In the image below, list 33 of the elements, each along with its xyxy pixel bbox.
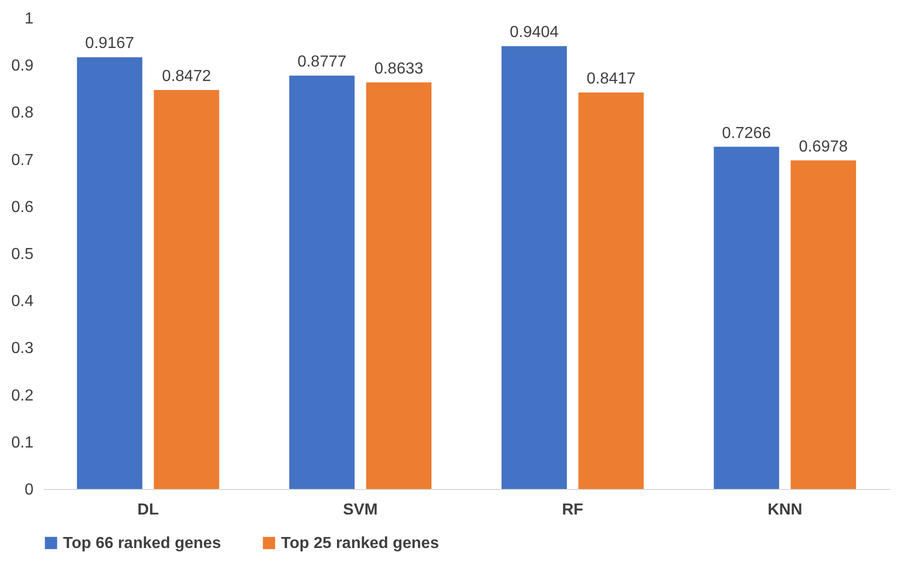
bar [76,57,142,489]
data-label: 0.8472 [162,68,212,85]
bar [714,146,780,489]
bar [289,76,355,489]
y-tick-label: 0.6 [11,198,34,216]
y-tick-label: 1 [24,10,34,28]
legend-label: Top 25 ranked genes [281,535,440,552]
bar [154,90,220,489]
data-label: 0.8633 [374,60,424,78]
y-tick-label: 0 [24,482,34,498]
y-tick-label: 0.9 [11,58,34,75]
x-tick-label: RF [562,502,584,518]
bar [578,92,644,489]
y-tick-label: 0.5 [11,246,34,263]
y-tick-label: 0.1 [11,434,34,452]
y-tick-label: 0.3 [11,340,34,358]
data-label: 0.7266 [722,124,772,142]
data-label: 0.6978 [798,138,848,156]
data-label: 0.9167 [85,35,134,52]
y-tick-label: 0.8 [11,104,34,122]
data-label: 0.8777 [297,54,346,71]
y-tick-label: 0.7 [11,152,34,169]
bar [502,46,567,489]
x-tick-label: KNN [768,502,802,518]
x-tick-label: DL [137,502,159,518]
x-tick-label: SVM [343,502,378,518]
y-tick-label: 0.4 [11,293,34,310]
bar [366,82,432,489]
data-label: 0.8417 [586,70,636,88]
y-tick-label: 0.2 [11,387,34,404]
data-label: 0.9404 [510,24,559,42]
bar [790,160,856,489]
legend-label: Top 66 ranked genes [63,535,222,552]
